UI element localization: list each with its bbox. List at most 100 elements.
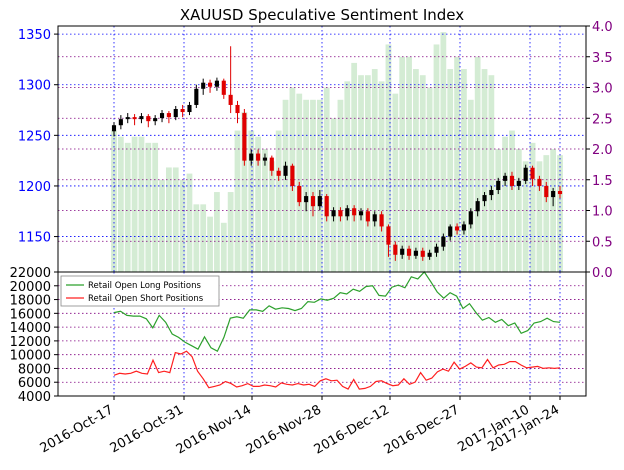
date-axis: 2016-Oct-172016-Oct-312016-Nov-142016-No… (38, 396, 562, 458)
ratio-bar (488, 75, 495, 272)
price-axis: 1150 1200 1250 1300 1350 (18, 28, 58, 246)
legend-label-short: Retail Open Short Positions (88, 294, 204, 304)
legend: Retail Open Long Positions Retail Open S… (60, 275, 220, 307)
candle-body (482, 195, 487, 202)
ratio-bar (124, 142, 131, 272)
ratio-bar (351, 62, 358, 273)
candle-body (146, 116, 151, 122)
ratio-bar (413, 69, 419, 272)
candle-body (365, 211, 370, 222)
candle-body (338, 210, 343, 217)
candle-body (159, 113, 165, 119)
price-tick-label: 1350 (18, 28, 51, 43)
ratio-bar (234, 130, 241, 272)
positions-panel: 4000600080001000012000140001600018000200… (10, 266, 587, 405)
ratio-tick-label: 3.0 (592, 82, 613, 97)
date-tick-label: 2016-Nov-14 (174, 402, 254, 457)
ratio-bar (131, 136, 138, 272)
ratio-bar (186, 173, 193, 272)
legend-box (60, 275, 220, 307)
ratio-bar (268, 161, 275, 272)
ratio-bar (179, 179, 186, 272)
ratio-bar (502, 136, 508, 272)
positions-axis: 4000600080001000012000140001600018000200… (10, 266, 58, 405)
candle-body (386, 226, 391, 245)
candle-body (132, 117, 137, 120)
price-tick-label: 1250 (18, 129, 51, 144)
candle-body (379, 214, 384, 227)
candle-body (208, 82, 213, 87)
candle-body (461, 224, 466, 231)
candle-body (304, 196, 309, 203)
ratio-bar (399, 56, 406, 272)
candle-body (194, 88, 199, 105)
ratio-bar (227, 192, 234, 272)
candle-body (455, 226, 460, 231)
positions-tick-label: 22000 (10, 266, 51, 281)
ratio-bar (159, 179, 165, 272)
ratio-bar (378, 81, 385, 272)
positions-tick-label: 12000 (10, 335, 51, 350)
ratio-bar (385, 44, 392, 273)
ratio-bar (419, 75, 426, 272)
ratio-bar (275, 130, 282, 272)
ratio-tick-label: 2.5 (592, 112, 613, 127)
ratio-bar (200, 204, 207, 272)
candle-body (413, 250, 418, 256)
ratio-bar (371, 69, 378, 272)
candle-body (118, 119, 123, 126)
positions-tick-label: 8000 (18, 362, 51, 377)
candle-body (331, 210, 336, 217)
ratio-bar (193, 204, 200, 272)
ratio-bar (117, 136, 124, 272)
ratio-bar (358, 75, 364, 272)
candle-body (406, 248, 412, 256)
ratio-bar (214, 192, 220, 272)
candle-body (111, 125, 117, 132)
top-grid (58, 25, 586, 273)
candle-body (551, 191, 556, 198)
ratio-bar (557, 155, 563, 272)
ratio-bar (406, 56, 412, 272)
candle-body (276, 170, 281, 176)
price-tick-label: 1200 (18, 180, 51, 195)
ratio-bar (166, 167, 172, 272)
candle-body (544, 185, 549, 198)
candle-body (427, 252, 432, 257)
ratio-bar (262, 149, 268, 272)
positions-tick-label: 14000 (10, 321, 51, 336)
ratio-bar (138, 136, 145, 272)
candle-body (269, 157, 274, 171)
candle-body (475, 201, 480, 212)
ratio-bar (481, 69, 488, 272)
candle-body (448, 226, 453, 237)
candle-body (516, 180, 521, 186)
candle-body (317, 196, 322, 207)
candle-body (345, 208, 350, 217)
candle-body (187, 104, 192, 113)
candle-body (235, 104, 240, 114)
ratio-tick-label: 0.5 (592, 235, 613, 250)
candle-body (352, 208, 357, 216)
ratio-tick-label: 0.0 (592, 266, 613, 281)
ratio-bar (474, 56, 481, 272)
short-positions-line (113, 350, 561, 390)
positions-tick-label: 4000 (18, 390, 51, 405)
candle-body (557, 191, 563, 195)
ratio-bar (433, 44, 440, 273)
positions-tick-label: 18000 (10, 294, 51, 309)
candle-body (509, 175, 515, 186)
candle-body (125, 117, 130, 120)
candle-body (523, 167, 528, 181)
ratio-bar (337, 99, 344, 272)
candle-body (358, 211, 364, 216)
candle-body (530, 167, 535, 179)
ratio-bar (454, 56, 460, 272)
ratio-bar (344, 81, 351, 272)
legend-label-long: Retail Open Long Positions (88, 281, 201, 291)
candle-body (393, 244, 398, 255)
date-tick-label: 2016-Dec-12 (312, 402, 392, 457)
positions-tick-label: 20000 (10, 280, 51, 295)
